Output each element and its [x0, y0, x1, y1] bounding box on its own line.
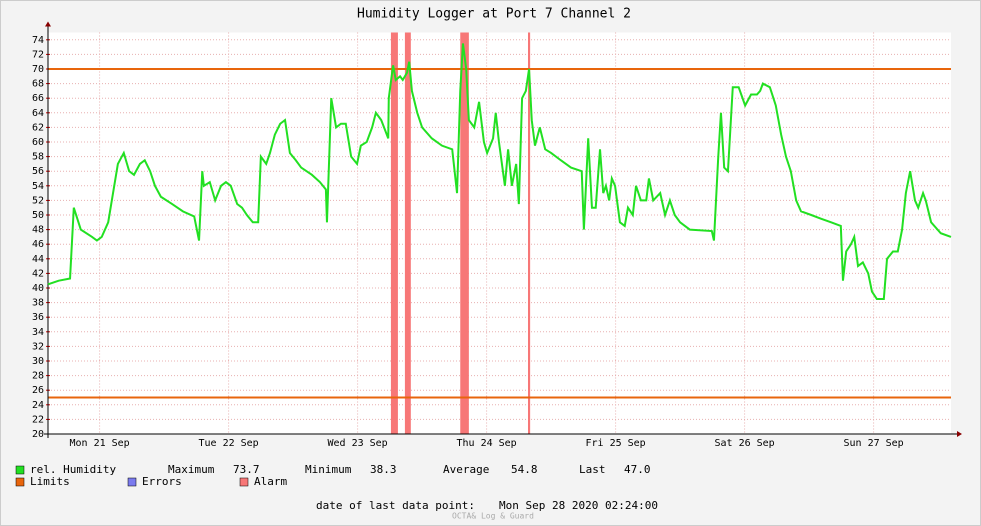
- y-tick-label: 68: [32, 79, 44, 90]
- y-tick-label: 74: [32, 35, 44, 46]
- legend-swatch: [15, 465, 25, 475]
- y-tick-label: 50: [32, 210, 44, 221]
- y-tick-label: 30: [32, 356, 44, 367]
- y-tick-label: 44: [32, 254, 44, 265]
- y-tick-label: 36: [32, 312, 44, 323]
- stat-value: 47.0: [624, 463, 651, 476]
- legend-swatch: [127, 477, 137, 487]
- legend-swatch: [15, 477, 25, 487]
- y-tick-label: 40: [32, 283, 44, 294]
- y-tick-label: 38: [32, 298, 44, 309]
- legend-label: Limits: [30, 475, 70, 488]
- y-tick-label: 52: [32, 195, 44, 206]
- x-tick-label: Sun 27 Sep: [843, 438, 903, 449]
- y-tick-label: 20: [32, 429, 44, 440]
- y-tick-label: 60: [32, 137, 44, 148]
- y-tick-label: 64: [32, 108, 44, 119]
- alarm-period: [527, 32, 531, 434]
- x-tick-label: Thu 24 Sep: [456, 438, 516, 449]
- alarm-period: [404, 32, 411, 434]
- legend-swatch: [239, 477, 249, 487]
- y-tick-label: 42: [32, 268, 44, 279]
- watermark: OCTA& Log & Guard: [452, 512, 534, 521]
- axis-arrow: [45, 21, 51, 27]
- y-tick-label: 28: [32, 371, 44, 382]
- y-tick-label: 22: [32, 414, 44, 425]
- axis-arrow: [957, 431, 962, 437]
- x-tick-label: Mon 21 Sep: [69, 438, 129, 449]
- stat-name: Average: [443, 463, 489, 476]
- y-tick-label: 54: [32, 181, 44, 192]
- y-tick-label: 66: [32, 93, 44, 104]
- x-tick-label: Sat 26 Sep: [714, 438, 774, 449]
- y-tick-label: 46: [32, 239, 44, 250]
- y-tick-label: 72: [32, 49, 44, 60]
- plot-area: [48, 32, 951, 434]
- data-line: [47, 43, 952, 300]
- y-tick-label: 56: [32, 166, 44, 177]
- stat-name: Last: [579, 463, 606, 476]
- footer-value: Mon Sep 28 2020 02:24:00: [499, 499, 658, 512]
- stat-value: 38.3: [370, 463, 397, 476]
- y-tick-label: 62: [32, 122, 44, 133]
- legend-label: rel. Humidity: [30, 463, 116, 476]
- x-tick-label: Fri 25 Sep: [585, 438, 645, 449]
- y-tick-label: 48: [32, 225, 44, 236]
- stat-name: Minimum: [305, 463, 352, 476]
- y-tick-label: 70: [32, 64, 44, 75]
- x-tick-label: Wed 23 Sep: [327, 438, 387, 449]
- y-tick-label: 58: [32, 152, 44, 163]
- chart-title: Humidity Logger at Port 7 Channel 2: [357, 7, 631, 22]
- y-tick-label: 34: [32, 327, 44, 338]
- legend-label: Errors: [142, 475, 182, 488]
- y-tick-label: 26: [32, 385, 44, 396]
- footer-label: date of last data point:: [316, 499, 475, 512]
- alarm-period: [460, 32, 469, 434]
- x-tick-label: Tue 22 Sep: [198, 438, 258, 449]
- legend-label: Alarm: [254, 475, 287, 488]
- y-tick-label: 24: [32, 400, 44, 411]
- stat-value: 54.8: [511, 463, 538, 476]
- stat-value: 73.7: [233, 463, 260, 476]
- y-tick-label: 32: [32, 341, 44, 352]
- stat-name: Maximum: [168, 463, 215, 476]
- alarm-period: [390, 32, 398, 434]
